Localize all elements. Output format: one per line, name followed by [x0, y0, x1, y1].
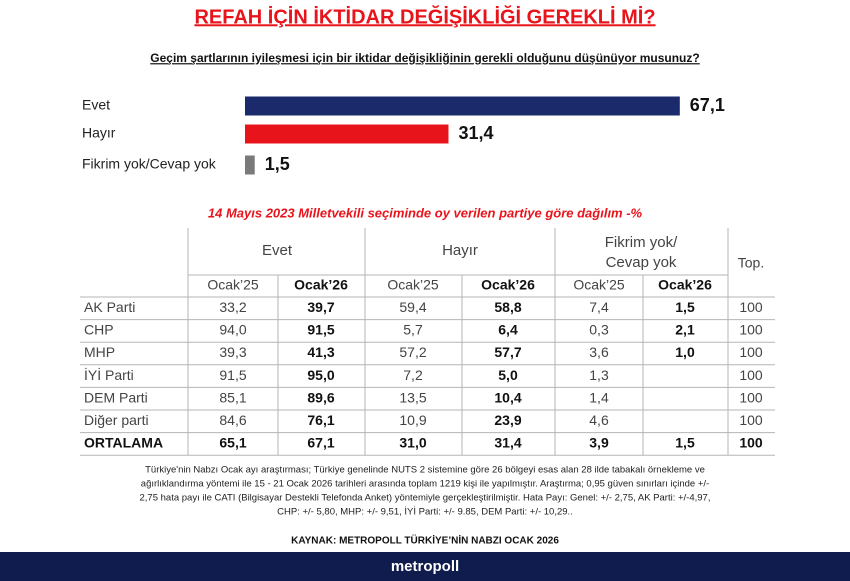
table-cell: 4,6 [589, 412, 609, 428]
row-label: MHP [84, 344, 115, 360]
sub-header: Ocak’26 [481, 277, 535, 293]
table-cell: 100 [739, 389, 763, 405]
table-cell: 100 [739, 299, 763, 315]
table-cell: 94,0 [219, 322, 246, 338]
bar [245, 124, 449, 144]
group-header: Fikrim yok/ [605, 234, 678, 251]
table-cell: 1,5 [675, 435, 695, 451]
row-label: CHP [84, 322, 114, 338]
table-cell: 85,1 [219, 389, 246, 405]
table-cell: 7,2 [403, 367, 423, 383]
table-cell: 91,5 [307, 322, 334, 338]
total-header: Top. [738, 255, 764, 271]
table-cell: 23,9 [494, 412, 521, 428]
row-label: DEM Parti [84, 389, 148, 405]
table-cell: 59,4 [399, 299, 426, 315]
sub-header: Ocak’25 [573, 277, 625, 293]
table-cell: 39,3 [219, 344, 246, 360]
table-cell: 10,9 [399, 412, 426, 428]
table-cell: 95,0 [307, 367, 334, 383]
table-cell: 100 [739, 435, 763, 451]
footer-bar [0, 552, 850, 581]
row-label: ORTALAMA [84, 435, 163, 451]
table-cell: 7,4 [589, 299, 609, 315]
table-cell: 5,7 [403, 322, 423, 338]
table-cell: 57,2 [399, 344, 426, 360]
table-cell: 39,7 [307, 299, 334, 315]
bar [245, 96, 680, 116]
sub-header: Ocak’25 [207, 277, 259, 293]
group-header: Cevap yok [606, 254, 677, 271]
table-cell: 1,4 [589, 389, 609, 405]
category-label: Hayır [82, 125, 116, 141]
chart-title: REFAH İÇİN İKTİDAR DEĞİŞİKLİĞİ GEREKLİ M… [194, 4, 655, 28]
table-cell: 6,4 [498, 322, 518, 338]
footnote-line: CHP: +/- 5,80, MHP: +/- 9,51, İYİ Parti:… [277, 507, 573, 518]
footnote-line: ağırlıklandırma yöntemi ile 15 - 21 Ocak… [141, 479, 709, 490]
table-cell: 41,3 [307, 344, 334, 360]
sub-header: Ocak’25 [387, 277, 439, 293]
value-label: 1,5 [265, 154, 290, 174]
group-header: Hayır [442, 242, 478, 259]
row-label: İYİ Parti [84, 366, 134, 383]
table-cell: 100 [739, 412, 763, 428]
table-cell: 1,5 [675, 299, 695, 315]
table-cell: 33,2 [219, 299, 246, 315]
sub-header: Ocak’26 [294, 277, 348, 293]
table-cell: 3,9 [589, 435, 609, 451]
table-cell: 67,1 [307, 435, 334, 451]
table-cell: 91,5 [219, 367, 246, 383]
group-header: Evet [262, 242, 293, 259]
brand: metropoll [391, 558, 459, 575]
table-cell: 1,0 [675, 344, 695, 360]
table-cell: 5,0 [498, 367, 518, 383]
table-cell: 89,6 [307, 389, 334, 405]
table-cell: 0,3 [589, 322, 609, 338]
source: KAYNAK: METROPOLL TÜRKİYE’NİN NABZI OCAK… [291, 534, 559, 547]
bar [245, 155, 255, 175]
table-cell: 76,1 [307, 412, 334, 428]
table-title: 14 Mayıs 2023 Milletvekili seçiminde oy … [208, 205, 643, 220]
category-label: Fikrim yok/Cevap yok [82, 156, 217, 172]
category-label: Evet [82, 97, 110, 113]
row-label: Diğer parti [84, 412, 149, 428]
table-cell: 65,1 [219, 435, 246, 451]
table-cell: 57,7 [494, 344, 521, 360]
table-cell: 84,6 [219, 412, 246, 428]
table-cell: 31,4 [494, 435, 521, 451]
table-cell: 10,4 [494, 389, 521, 405]
footnote-line: Türkiye'nin Nabzı Ocak ayı araştırması; … [145, 465, 705, 476]
table-cell: 31,0 [399, 435, 426, 451]
value-label: 67,1 [690, 95, 725, 115]
table-cell: 58,8 [494, 299, 521, 315]
row-label: AK Parti [84, 299, 135, 315]
table-cell: 13,5 [399, 389, 426, 405]
table-cell: 3,6 [589, 344, 609, 360]
table-cell: 100 [739, 344, 763, 360]
table-cell: 1,3 [589, 367, 609, 383]
value-label: 31,4 [458, 123, 493, 143]
chart-subtitle: Geçim şartlarının iyileşmesi için bir ik… [150, 51, 699, 65]
table-cell: 2,1 [675, 322, 695, 338]
sub-header: Ocak’26 [658, 277, 712, 293]
table-cell: 100 [739, 367, 763, 383]
footnote-line: 2,75 hata payı ile CATI (Bilgisayar Dest… [140, 493, 711, 504]
table-cell: 100 [739, 322, 763, 338]
